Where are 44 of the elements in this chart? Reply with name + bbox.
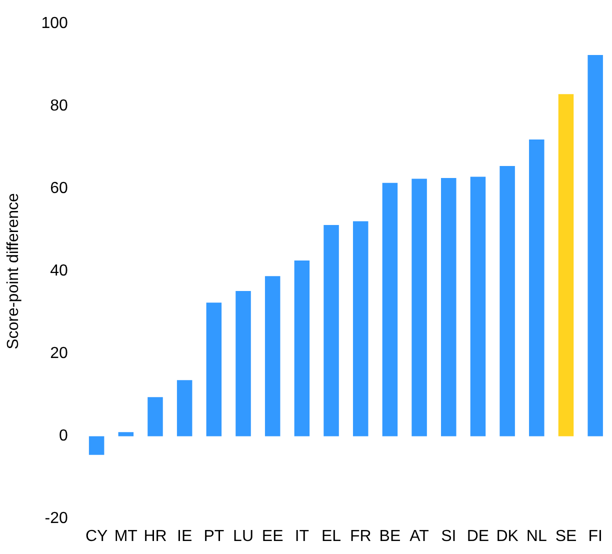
y-tick-label: 100 [41,15,68,32]
x-tick-label: DE [466,528,490,545]
bar [176,380,192,436]
x-tick-label: HR [144,528,167,545]
bar [382,182,398,436]
y-tick-label: 80 [50,98,68,115]
x-tick-label: SE [555,528,577,545]
bar [236,291,251,436]
y-tick-label: 40 [50,262,68,280]
bar [441,178,456,436]
bar [470,176,486,436]
x-tick-label: EL [321,528,342,545]
x-tick-label: IE [177,528,192,545]
y-tick-label: 20 [50,345,68,362]
bar [558,94,574,436]
y-tick-label: 0 [58,428,68,445]
y-axis-title: Score-point difference [5,192,22,350]
x-tick-label: PT [204,528,224,545]
x-tick-label: IT [294,528,310,545]
x-tick-label: NL [526,528,547,545]
x-tick-label: MT [114,528,138,545]
x-tick-label: LU [233,528,254,545]
y-tick-label: 60 [50,180,68,198]
bar [264,276,280,436]
bar [412,178,427,436]
x-tick-label: SI [441,528,456,545]
bar [529,140,544,436]
bar [206,302,222,436]
bar [352,221,368,436]
y-tick-label: -20 [44,510,68,528]
x-tick-label: FI [588,528,602,545]
x-tick-label: EE [262,528,284,545]
bar [588,54,603,436]
bar [148,397,163,436]
bar [88,436,104,455]
x-tick-label: AT [410,528,430,545]
bar [294,260,310,436]
bar [324,224,339,436]
x-tick-label: CY [85,528,108,545]
x-tick-label: FR [350,528,372,545]
x-tick-label: BE [379,528,401,545]
bar [500,166,515,436]
bar [118,432,134,436]
x-tick-label: DK [496,528,519,545]
